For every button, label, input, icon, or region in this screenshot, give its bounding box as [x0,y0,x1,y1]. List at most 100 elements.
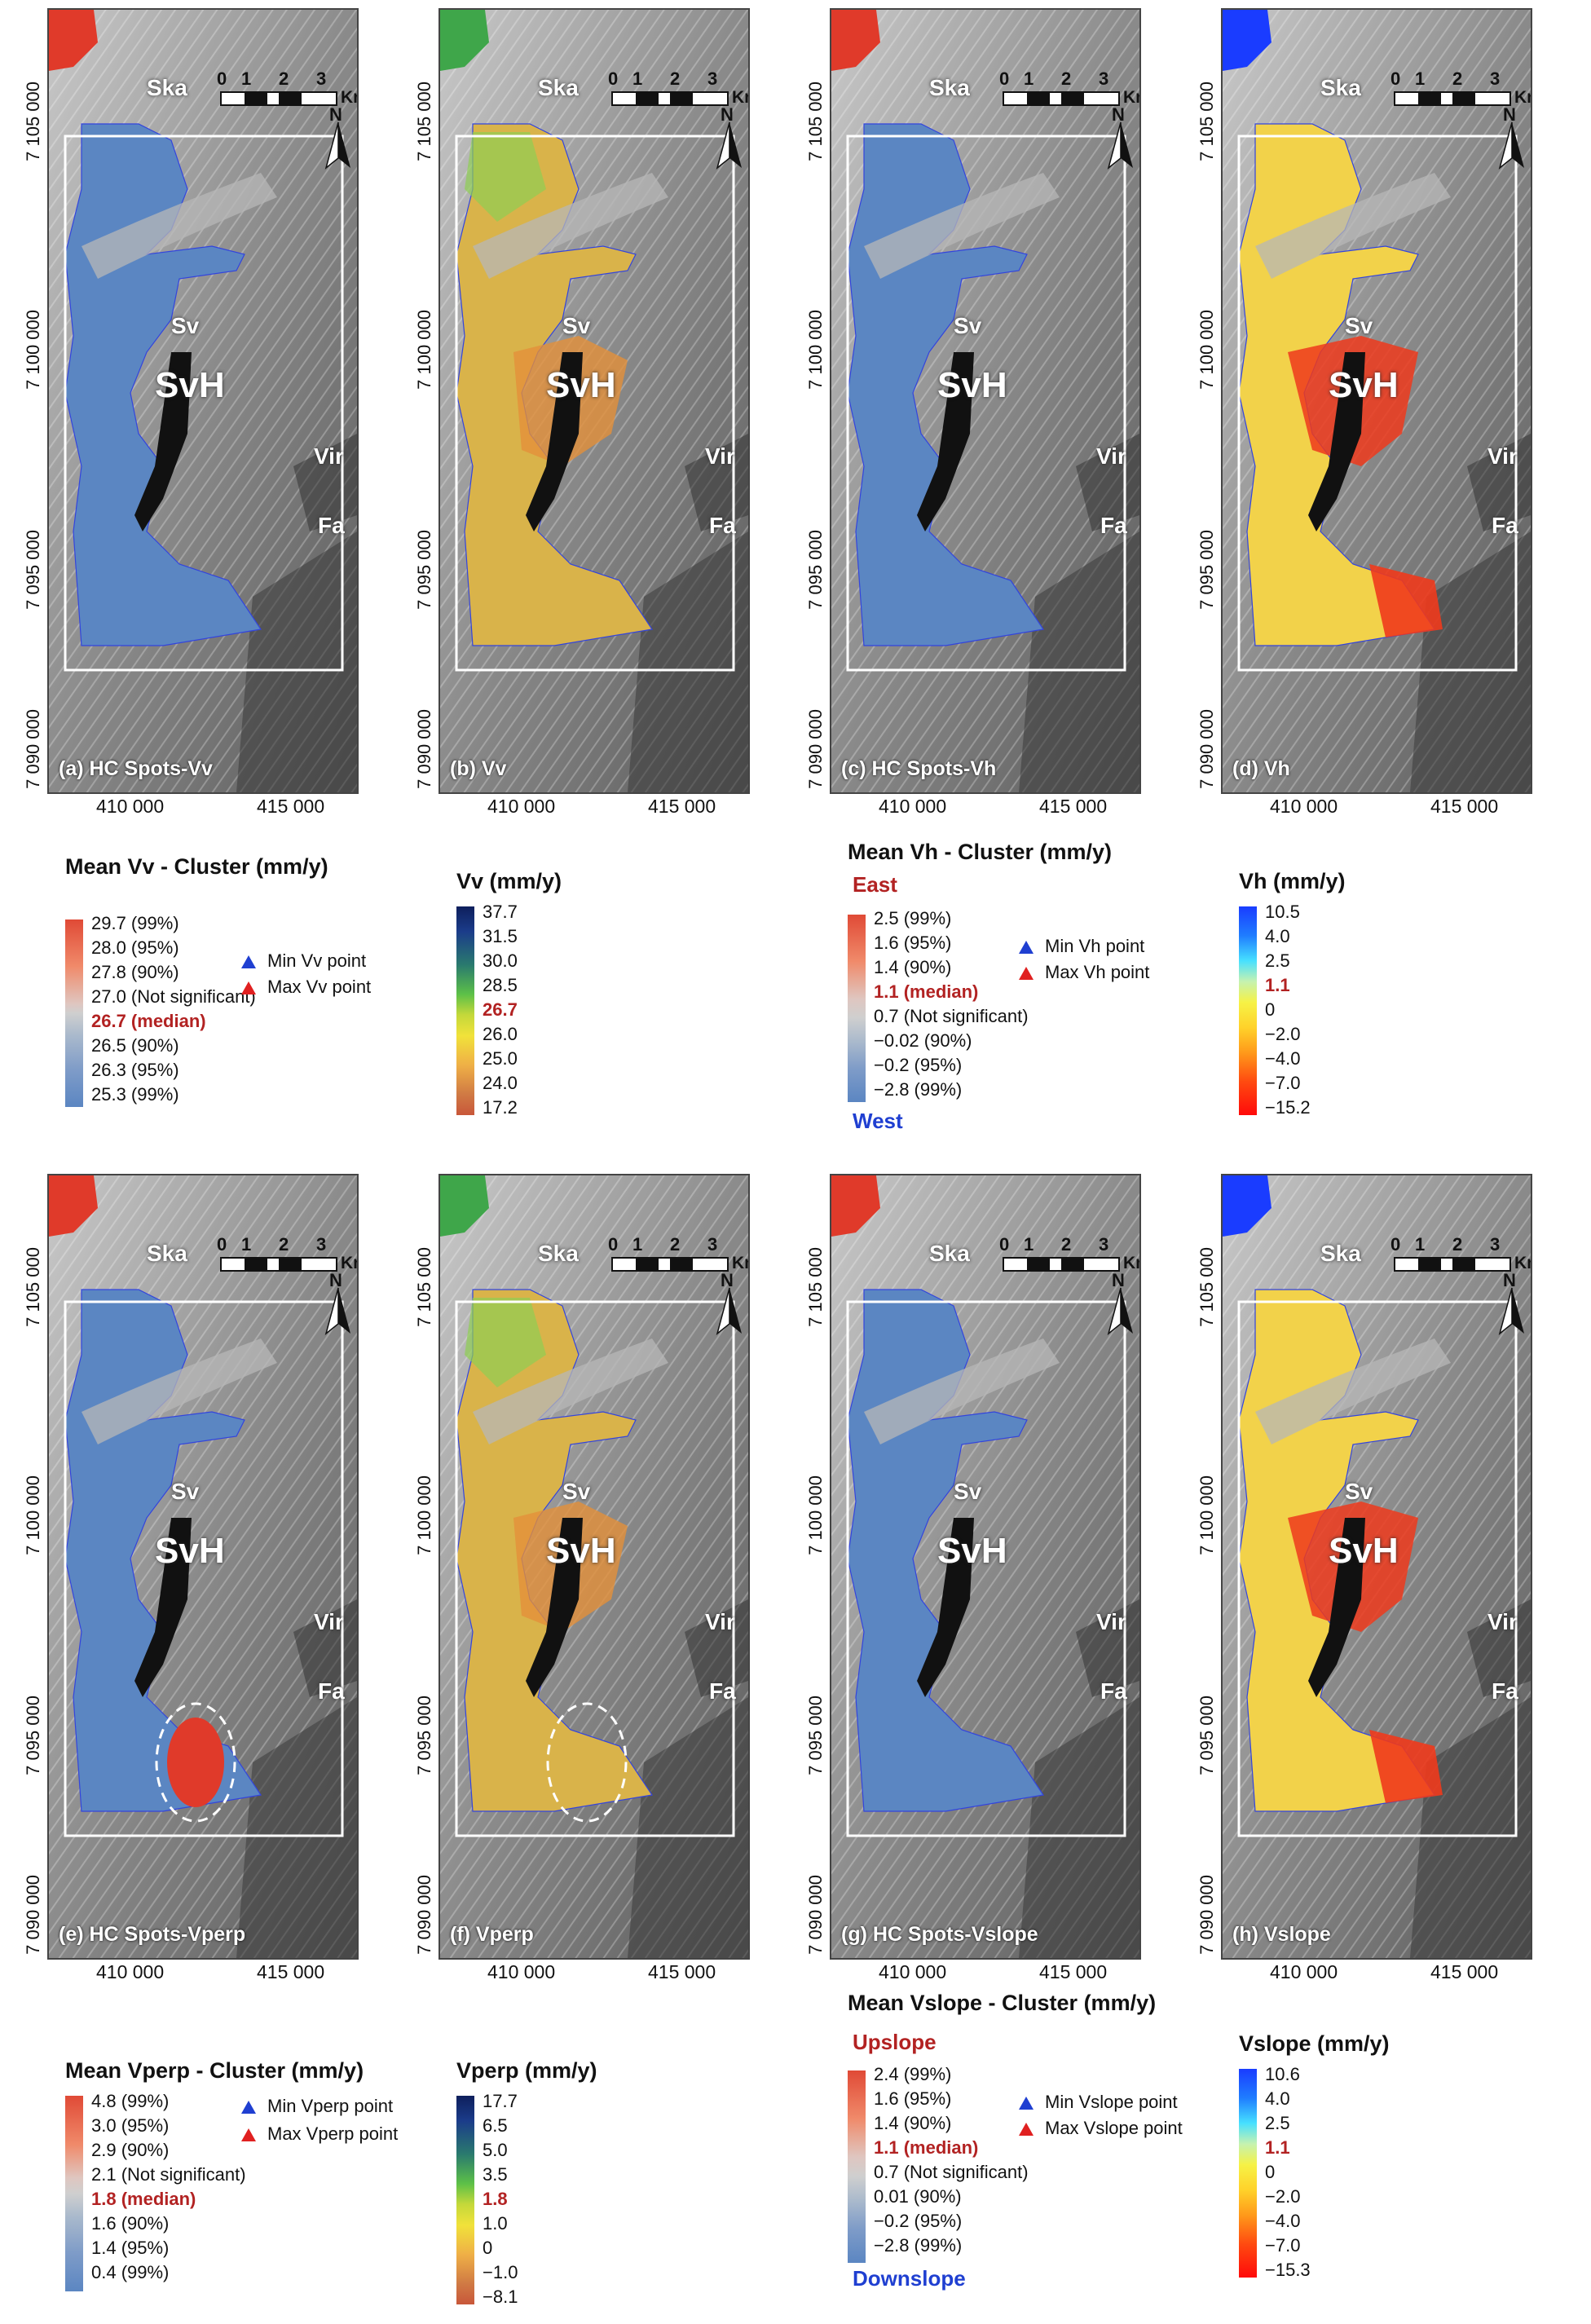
map-panel: Ska Sv SvH Vir Fa 01 2 3 KmN (h) Vslope 7 105 000 7… [1197,1174,1532,1997]
triangle-icon [1019,2123,1033,2136]
north-label: N [1112,1270,1125,1290]
legend-tick: 2.5 [1265,2113,1290,2133]
legend-tick-median: 1.8 [483,2189,508,2209]
max-point-label: Max Vh point [1045,962,1150,982]
north-label: N [721,1270,734,1290]
legend-tick: 30.0 [483,950,518,971]
place-label-fa: Fa [1492,513,1518,538]
x-tick-label: 410 000 [96,1961,165,1982]
legend-tick-median: 26.7 (median) [91,1011,206,1031]
place-label-svh: SvH [155,365,225,405]
legend-tick-median: 1.1 [1265,975,1290,995]
scale-rect [1394,91,1511,106]
legend-tick-median: 1.1 [1265,2137,1290,2158]
legend-vh-cluster: Mean Vh - Cluster (mm/y) East 2.5 (99%) … [848,840,1271,1149]
scale-tick: 0 [608,1234,619,1255]
y-tick-label: 7 095 000 [414,1696,434,1775]
y-tick-label: 7 095 000 [1197,1696,1217,1775]
scale-tick: 1 [241,1234,252,1255]
hillshade-map [1223,10,1531,792]
y-tick-label: 7 100 000 [414,310,434,390]
y-tick-label: 7 105 000 [23,1247,43,1327]
y-tick-label: 7 095 000 [23,1696,43,1775]
north-label: N [329,1270,342,1290]
scale-tick: 3 [1099,68,1109,89]
y-tick-label: 7 095 000 [414,530,434,610]
north-arrow-shape [716,1287,742,1336]
legend-tick: 31.5 [483,926,518,946]
y-tick-label: 7 100 000 [23,310,43,390]
y-tick-label: 7 095 000 [805,530,826,610]
legend-tick: −0.2 (95%) [874,1055,963,1075]
map-panel: Ska Sv SvH Vir Fa 01 2 3 KmN (e) HC Spots-Vperp 7 … [23,1174,359,1997]
place-label-vir: Vir [705,443,735,469]
y-tick-label: 7 095 000 [1197,530,1217,610]
place-label-sv: Sv [1345,313,1373,338]
y-tick-label: 7 100 000 [805,1475,826,1555]
legend-title: Mean Vperp - Cluster (mm/y) [65,2058,364,2083]
legend-colorbar [848,2070,866,2263]
legend-tick-median: 1.8 (median) [91,2189,196,2209]
triangle-icon [241,981,256,994]
legend-colorbar [456,906,474,1115]
legend-tick: 17.2 [483,1097,518,1118]
scale-bar: 01 2 3 Km [608,1234,748,1283]
map-frame: Ska Sv SvH Vir Fa 01 2 3 KmN (c) HC Spots-Vh [830,8,1141,794]
place-label-vir: Vir [1096,443,1126,469]
legend-tick: −15.2 [1265,1097,1311,1118]
scale-tick: 2 [279,1234,289,1255]
scale-unit: Km [1514,88,1531,107]
north-arrow-icon: N [1492,104,1531,173]
north-arrow-icon: N [1100,104,1139,173]
max-point-label: Max Vv point [267,977,372,997]
legend-tick-median: 1.1 (median) [874,981,979,1002]
min-point-entry: Min Vv point [241,950,366,972]
legend-tick: 1.6 (90%) [91,2213,170,2234]
scale-tick: 1 [241,68,252,89]
x-tick-label: 415 000 [1039,796,1108,817]
scale-tick: 2 [670,1234,681,1255]
panel-label: (c) HC Spots-Vh [841,757,997,780]
hillshade-map [49,10,357,792]
scale-bar: 01 2 3 Km [999,68,1139,117]
scale-rect [1003,91,1120,106]
triangle-icon [241,2101,256,2114]
scale-tick: 2 [279,68,289,89]
max-point-entry: Max Vh point [1019,962,1149,983]
north-arrow-shape [716,121,742,170]
legend-colorbar [1239,2069,1257,2278]
legend-tick: 26.5 (90%) [91,1035,179,1056]
legend-tick: 10.5 [1265,902,1300,922]
scale-tick: 3 [1490,68,1501,89]
min-point-label: Min Vperp point [267,2096,394,2116]
place-label-sv: Sv [562,1479,591,1504]
north-arrow-shape [1498,121,1524,170]
place-label-ska: Ska [929,1241,970,1266]
legend-tick: 6.5 [483,2115,508,2136]
x-tick-label: 415 000 [1430,1961,1499,1982]
x-tick-label: 410 000 [879,1961,947,1982]
legend-title: Mean Vh - Cluster (mm/y) [848,840,1113,864]
legend-tick: 1.6 (95%) [874,2088,952,2109]
legend-tick: −7.0 [1265,1073,1301,1093]
north-arrow-shape [1498,1287,1524,1336]
triangle-icon [241,955,256,968]
scale-tick: 3 [316,1234,327,1255]
scale-tick: 2 [1452,1234,1463,1255]
north-arrow-shape [324,121,350,170]
map-panel: Ska Sv SvH Vir Fa 01 2 3 KmN (a) HC Spots-Vv 7 105… [23,8,359,831]
map-panel: Ska Sv SvH Vir Fa 01 2 3 KmN (d) Vh 7 105 000 7 100… [1197,8,1532,831]
scale-tick: 0 [1390,68,1401,89]
y-tick-label: 7 105 000 [805,82,826,161]
map-panel: Ska Sv SvH Vir Fa 01 2 3 KmN (g) HC Spots-Vslope 7… [805,1174,1141,1997]
legend-tick: 1.6 (95%) [874,933,952,953]
legend-tick: 1.0 [483,2213,508,2234]
place-label-vir: Vir [314,1609,344,1634]
y-tick-label: 7 090 000 [1197,1875,1217,1955]
legend-tick: −0.02 (90%) [874,1030,972,1051]
scale-unit: Km [1123,1254,1139,1272]
place-label-fa: Fa [709,513,736,538]
scale-tick: 0 [217,68,227,89]
legend-tick: −2.0 [1265,1024,1301,1044]
scale-bar: 01 2 3 Km [1390,1234,1531,1283]
